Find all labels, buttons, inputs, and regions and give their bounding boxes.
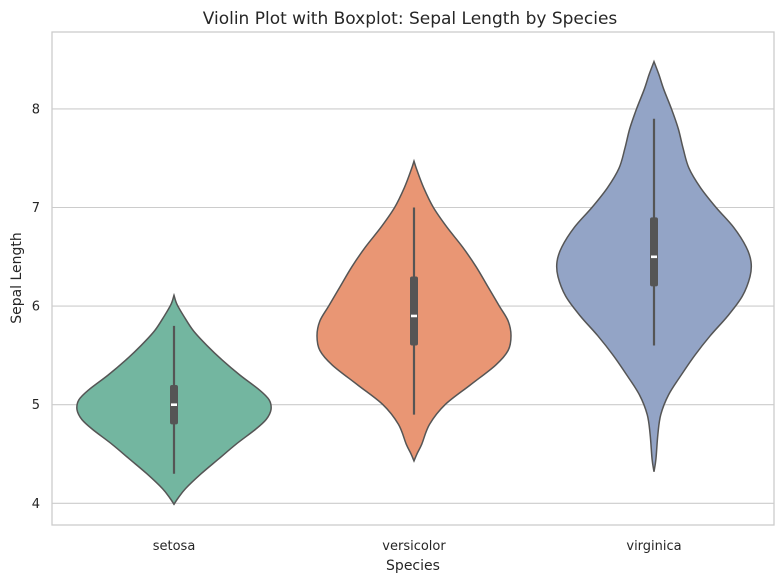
y-axis-label: Sepal Length (9, 232, 25, 324)
x-tick-label: virginica (626, 539, 681, 554)
boxplots (170, 118, 658, 474)
median-mark-virginica (651, 255, 657, 259)
y-tick-label: 8 (32, 102, 40, 117)
iqr-box-versicolor (410, 276, 418, 346)
iqr-box-virginica (650, 217, 658, 287)
x-axis-label: Species (386, 558, 440, 574)
y-tick-label: 7 (32, 201, 40, 216)
x-tick-label: versicolor (382, 539, 446, 554)
x-tick-labels: setosa versicolor virginica (153, 539, 682, 554)
median-mark-setosa (171, 403, 177, 407)
plot-frame (51, 31, 775, 526)
y-tick-labels: 4 5 6 7 8 (32, 102, 40, 511)
y-tick-label: 4 (32, 497, 40, 512)
chart-title: Violin Plot with Boxplot: Sepal Length b… (203, 9, 618, 29)
y-tick-label: 5 (32, 398, 40, 413)
median-mark-versicolor (411, 314, 417, 318)
y-tick-label: 6 (32, 300, 40, 315)
x-tick-label: setosa (153, 539, 196, 554)
